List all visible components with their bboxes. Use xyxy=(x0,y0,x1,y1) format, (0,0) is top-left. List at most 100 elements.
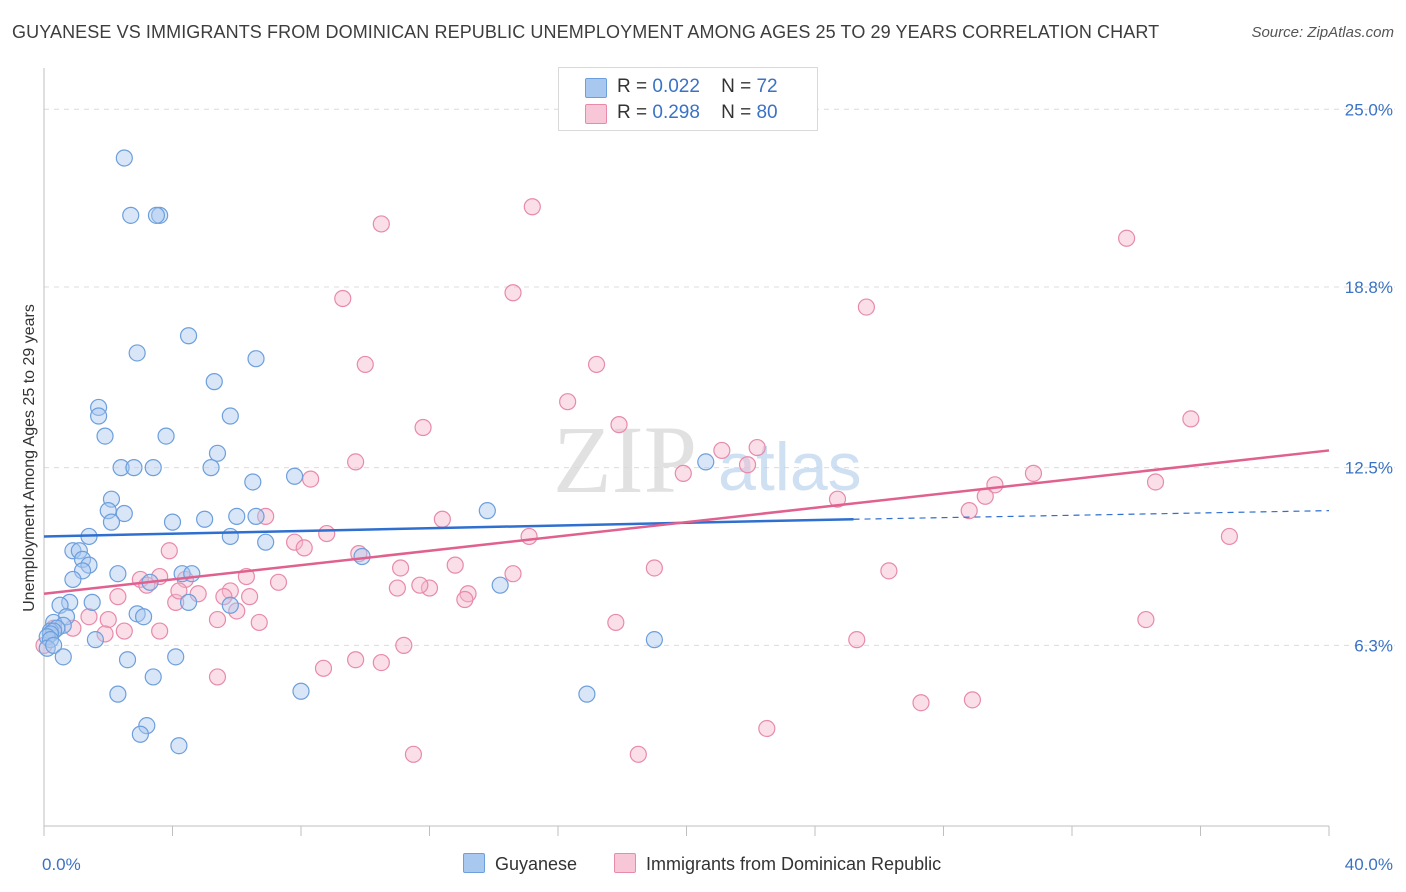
dominican-point-33 xyxy=(391,559,410,577)
dominican-point-35 xyxy=(645,559,663,577)
dominican-point-1 xyxy=(372,215,390,233)
dominican-point-6 xyxy=(356,355,374,374)
dominican-point-76 xyxy=(758,719,776,738)
bottom-legend-swatch-pink xyxy=(614,853,636,873)
dominican-point-58 xyxy=(208,610,227,629)
dominican-point-72 xyxy=(372,653,390,672)
dominican-point-8 xyxy=(559,393,577,411)
dominican-point-49 xyxy=(189,585,207,603)
guyanese-point-59 xyxy=(45,636,63,654)
axes xyxy=(43,68,1330,836)
trend-lines xyxy=(43,449,1330,596)
watermark: ZIP atlas xyxy=(553,406,862,513)
guyanese-point-44 xyxy=(179,593,198,611)
guyanese-point-22 xyxy=(115,504,133,523)
legend-swatch-blue xyxy=(585,78,607,98)
dominican-point-28 xyxy=(285,533,304,551)
dominican-point-5 xyxy=(857,298,876,316)
dominican-point-62 xyxy=(1137,610,1155,629)
guyanese-point-64 xyxy=(109,685,127,703)
guyanese-point-39 xyxy=(64,570,82,589)
dominican-point-78 xyxy=(629,745,647,763)
dominican-point-16 xyxy=(674,464,692,482)
dominican-point-34 xyxy=(446,556,464,574)
bottom-legend-swatch-blue xyxy=(463,853,485,873)
legend: R = 0.022 N = 72 R = 0.298 N = 80 xyxy=(558,67,818,131)
guyanese-point-38 xyxy=(183,565,201,583)
y-axis-label: Unemployment Among Ages 25 to 29 years xyxy=(21,304,38,612)
dominican-point-4 xyxy=(334,289,352,308)
guyanese-point-45 xyxy=(221,596,239,614)
dominican-point-57 xyxy=(99,610,117,629)
dominican-point-14 xyxy=(748,438,766,457)
legend-n-value: 72 xyxy=(756,76,778,97)
guyanese-point-12 xyxy=(157,427,175,445)
dominican-point-3 xyxy=(504,284,522,302)
dominican-point-74 xyxy=(912,694,930,712)
guyanese-point-30 xyxy=(257,533,275,551)
dominican-point-22 xyxy=(828,490,847,508)
guyanese-point-25 xyxy=(163,513,182,531)
guyanese-point-8 xyxy=(90,398,108,417)
bottom-legend-label: Guyanese xyxy=(495,854,578,874)
guyanese-point-68 xyxy=(131,725,149,743)
guyanese-point-15 xyxy=(125,459,143,477)
dominican-point-51 xyxy=(241,588,259,606)
guyanese-point-69 xyxy=(170,737,188,755)
guyanese-point-23 xyxy=(228,507,246,525)
guyanese-point-27 xyxy=(102,513,121,531)
dominican-point-48 xyxy=(221,582,239,600)
dominican-point-44 xyxy=(420,579,439,597)
bottom-legend-guyanese: Guyanese xyxy=(463,853,577,875)
guyanese-point-61 xyxy=(118,651,137,669)
guyanese-point-6 xyxy=(247,350,265,368)
guyanese-point-3 xyxy=(147,206,166,224)
guyanese-point-70 xyxy=(645,631,663,649)
dominican-point-73 xyxy=(208,668,227,686)
guyanese-point-34 xyxy=(80,556,98,574)
dominican-point-75 xyxy=(963,691,982,709)
y-tick-label-1: 12.5% xyxy=(1345,459,1393,478)
dominican-point-36 xyxy=(880,562,898,580)
guyanese-point-36 xyxy=(109,565,127,583)
dominican-point-15 xyxy=(347,453,365,471)
legend-n-label: N = xyxy=(721,76,752,97)
watermark-zip: ZIP xyxy=(553,406,697,513)
guyanese-point-71 xyxy=(478,502,496,520)
guyanese-point-72 xyxy=(491,576,509,594)
guyanese-point-19 xyxy=(285,467,304,485)
guyanese-point-7 xyxy=(205,373,223,391)
guyanese-point-14 xyxy=(112,459,130,477)
bottom-legend-label: Immigrants from Dominican Republic xyxy=(646,854,942,874)
guyanese-point-65 xyxy=(292,682,310,700)
dominican-point-11 xyxy=(610,416,628,434)
dominican-point-25 xyxy=(433,510,451,528)
dominican-point-24 xyxy=(257,507,275,525)
guyanese-point-47 xyxy=(134,608,153,626)
guyanese-trend-line xyxy=(43,517,854,538)
guyanese-point-67 xyxy=(138,717,156,735)
bottom-legend-dominican: Immigrants from Dominican Republic xyxy=(614,853,941,875)
guyanese-point-66 xyxy=(578,685,596,703)
legend-r-label: R = xyxy=(617,102,648,123)
grid-lines xyxy=(44,108,1395,646)
dominican-point-53 xyxy=(456,590,474,609)
guyanese-point-17 xyxy=(202,459,220,477)
legend-r-value: 0.022 xyxy=(652,76,700,97)
dominican-trend-line xyxy=(43,449,1330,596)
dominican-point-60 xyxy=(250,613,268,632)
dominican-point-27 xyxy=(520,527,538,546)
dominican-point-41 xyxy=(269,573,288,591)
guyanese-point-63 xyxy=(144,668,162,686)
guyanese-point-31 xyxy=(64,542,82,560)
dominican-point-52 xyxy=(109,588,127,606)
y-tick-label-3: 25.0% xyxy=(1345,100,1393,119)
guyanese-point-13 xyxy=(208,444,227,462)
y-tick-label-0: 6.3% xyxy=(1354,636,1393,655)
legend-n-value: 80 xyxy=(756,102,778,123)
guyanese-point-29 xyxy=(221,527,239,546)
dominican-point-70 xyxy=(347,651,365,669)
dominican-point-55 xyxy=(170,582,188,600)
chart-title: GUYANESE VS IMMIGRANTS FROM DOMINICAN RE… xyxy=(12,22,1160,42)
guyanese-point-16 xyxy=(144,459,162,477)
